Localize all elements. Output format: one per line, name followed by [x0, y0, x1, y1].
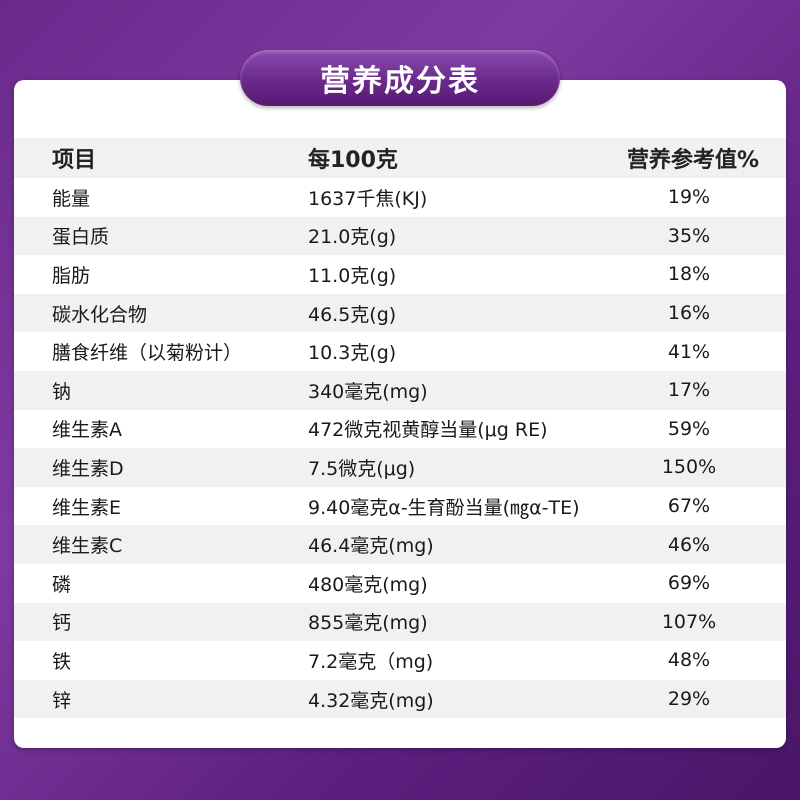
table-row: 磷 480毫克(mg) 69% [14, 564, 786, 603]
header-item: 项目 [52, 148, 97, 173]
table-row: 钠 340毫克(mg) 17% [14, 370, 786, 410]
amount-per-100g: 340毫克(mg) [308, 380, 428, 403]
amount-per-100g: 46.4毫克(mg) [308, 535, 434, 558]
nutrient-name: 维生素C [52, 535, 123, 558]
amount-per-100g: 7.2毫克（mg) [308, 650, 434, 673]
amount-per-100g: 855毫克(mg) [308, 612, 428, 635]
nrv-percent: 19% [667, 186, 711, 209]
nutrient-name: 能量 [52, 187, 91, 210]
amount-per-100g: 480毫克(mg) [308, 573, 428, 596]
table-row: 维生素D 7.5微克(μg) 150% [14, 448, 786, 487]
amount-per-100g: 46.5克(g) [308, 303, 397, 326]
amount-per-100g: 4.32毫克(mg) [308, 689, 434, 712]
table-row: 维生素C 46.4毫克(mg) 46% [14, 525, 786, 564]
nrv-percent: 16% [667, 302, 711, 325]
nutrient-name: 钠 [52, 380, 72, 403]
nutrition-table: 项目 每100克 营养参考值% 能量 1637千焦(KJ) 19% 蛋白质 21.0克(… [14, 138, 786, 719]
nutrient-name: 磷 [52, 573, 72, 596]
table-row: 锌 4.32毫克(mg) 29% [14, 679, 786, 719]
nutrient-name: 铁 [52, 650, 72, 673]
nutrient-name: 蛋白质 [52, 226, 110, 249]
nrv-percent: 48% [667, 649, 711, 672]
table-header-row: 项目 每100克 营养参考值% [14, 138, 786, 178]
nutrient-name: 维生素A [52, 419, 122, 442]
amount-per-100g: 472微克视黄醇当量(μg RE) [308, 419, 548, 442]
header-nrv: 营养参考值% [626, 148, 760, 173]
amount-per-100g: 10.3克(g) [308, 342, 397, 365]
table-row: 维生素E 9.40毫克α-生育酚当量(㎎α-TE) 67% [14, 487, 786, 526]
table-row: 碳水化合物 46.5克(g) 16% [14, 293, 786, 333]
table-row: 钙 855毫克(mg) 107% [14, 602, 786, 642]
amount-per-100g: 9.40毫克α-生育酚当量(㎎α-TE) [308, 496, 580, 519]
nrv-percent: 46% [667, 533, 711, 556]
nrv-percent: 150% [661, 456, 717, 479]
table-body: 能量 1637千焦(KJ) 19% 蛋白质 21.0克(g) 35% 脂肪 11.0克(g) 1… [14, 178, 786, 719]
nutrient-name: 碳水化合物 [52, 303, 148, 326]
amount-per-100g: 7.5微克(μg) [308, 457, 416, 480]
amount-per-100g: 21.0克(g) [308, 226, 397, 249]
table-row: 维生素A 472微克视黄醇当量(μg RE) 59% [14, 410, 786, 449]
nutrient-name: 脂肪 [52, 264, 91, 287]
title-banner: 营养成分表 [240, 50, 560, 106]
page-title: 营养成分表 [320, 64, 480, 99]
nrv-percent: 17% [667, 379, 711, 402]
nrv-percent: 35% [667, 224, 711, 247]
nrv-percent: 59% [667, 417, 711, 440]
nrv-percent: 67% [667, 495, 711, 518]
nrv-percent: 41% [667, 340, 711, 363]
nutrient-name: 维生素D [52, 457, 124, 480]
table-row: 蛋白质 21.0克(g) 35% [14, 216, 786, 256]
table-row: 膳食纤维（以菊粉计） 10.3克(g) 41% [14, 332, 786, 371]
nutrient-name: 钙 [52, 612, 72, 635]
nrv-percent: 69% [667, 572, 711, 595]
table-row: 能量 1637千焦(KJ) 19% [14, 178, 786, 217]
amount-per-100g: 11.0克(g) [308, 264, 397, 287]
table-row: 铁 7.2毫克（mg) 48% [14, 641, 786, 680]
nutrient-name: 锌 [52, 689, 72, 712]
nutrient-name: 维生素E [52, 496, 122, 519]
nrv-percent: 29% [667, 688, 711, 711]
amount-per-100g: 1637千焦(KJ) [308, 187, 428, 210]
header-per-100g: 每100克 [308, 148, 398, 173]
nrv-percent: 18% [667, 263, 711, 286]
nutrient-name: 膳食纤维（以菊粉计） [52, 342, 243, 365]
nrv-percent: 107% [661, 610, 717, 633]
table-row: 脂肪 11.0克(g) 18% [14, 255, 786, 294]
